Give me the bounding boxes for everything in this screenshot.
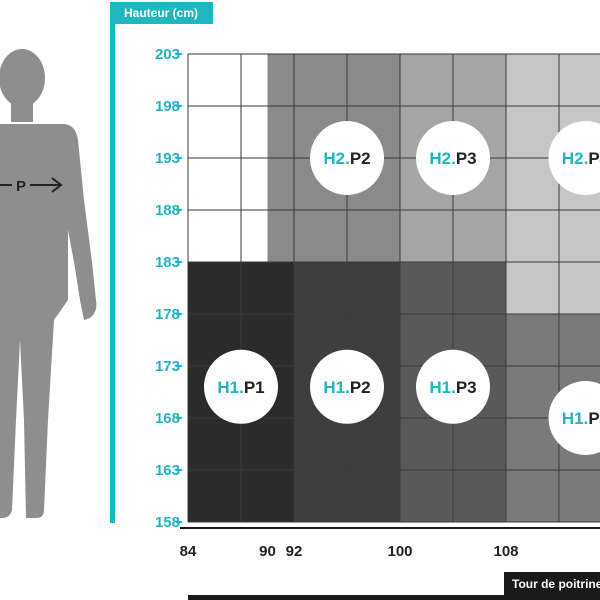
zone-badge-chest: P3 [456, 149, 477, 168]
x-tick-label: 108 [493, 543, 518, 560]
zone-badge-circle [548, 381, 600, 455]
p-marker-label: P [16, 178, 26, 195]
zone-badge-circle [416, 121, 490, 195]
zone-badge: H2.P3 [416, 121, 490, 195]
zone-badge-label: H1.P3 [429, 378, 476, 397]
x-axis-bar [188, 595, 600, 600]
x-tick-label: 92 [286, 543, 303, 560]
zone-badge-chest: P2 [350, 378, 371, 397]
zone-badge: H2.P4 [548, 121, 600, 195]
zone-badge-label: H1.P4 [562, 409, 600, 428]
zone-badge-chest: P1 [244, 378, 265, 397]
zone-badge-chest: P4 [588, 409, 600, 428]
zone-badge-chest: P4 [588, 149, 600, 168]
zone-badge: H1.P1 [204, 349, 278, 424]
y-tick-label: 173 [155, 358, 180, 375]
y-axis-line [110, 2, 115, 523]
zone-badge-height: H2. [562, 149, 588, 168]
y-tick-label: 203 [155, 46, 180, 63]
x-tick-label: 84 [180, 543, 197, 560]
human-silhouette [0, 49, 97, 518]
y-tick-label: 183 [155, 254, 180, 271]
zone-badge-label: H2.P2 [323, 149, 370, 168]
y-axis-label-text: Hauteur (cm) [124, 6, 198, 20]
x-axis-label-text: Tour de poitrine [512, 577, 600, 591]
zone-badge-circle [310, 121, 384, 195]
zone-badge-height: H2. [323, 149, 349, 168]
y-tick-layer: 203 198 193 188 183 178 173 168 163 158 [155, 46, 182, 531]
zone-badge-height: H2. [429, 149, 455, 168]
y-tick-label: 188 [155, 202, 180, 219]
zones-layer [188, 54, 600, 522]
y-tick-label: 178 [155, 306, 180, 323]
zone-badge-height: H1. [429, 378, 455, 397]
zone-badge-height: H1. [217, 378, 243, 397]
x-tick-layer: 84 90 92 100 108 [180, 527, 600, 560]
zone-badge-height: H1. [562, 409, 588, 428]
zone-badge-height: H1. [323, 378, 349, 397]
zone-badge-chest: P3 [456, 378, 477, 397]
y-tick-label: 193 [155, 150, 180, 167]
y-tick-label: 198 [155, 98, 180, 115]
p-marker: P [0, 177, 63, 195]
y-tick-label: 168 [155, 410, 180, 427]
zone-badge-label: H1.P1 [217, 378, 264, 397]
zone-badge: H1.P3 [416, 349, 490, 424]
zone-badge: H1.P2 [310, 349, 384, 424]
zone-badge-circle [310, 349, 384, 424]
zone-badge-circle [416, 349, 490, 424]
x-tick-label: 90 [259, 543, 276, 560]
zone-badge: H1.P4 [548, 381, 600, 455]
y-tick-label: 163 [155, 462, 180, 479]
zone-badge: H2.P2 [310, 121, 384, 195]
x-axis-label: Tour de poitrine [504, 572, 600, 596]
x-tick-label: 100 [387, 543, 412, 560]
zone-badge-label: H2.P3 [429, 149, 476, 168]
zone-badge-chest: P2 [350, 149, 371, 168]
zone-badge-circle [204, 349, 278, 424]
zone-badge-label: H2.P4 [562, 149, 600, 168]
y-axis-label: Hauteur (cm) [110, 2, 213, 24]
y-tick-label: 158 [155, 514, 180, 531]
zone-badge-label: H1.P2 [323, 378, 370, 397]
zone-badge-circle [548, 121, 600, 195]
